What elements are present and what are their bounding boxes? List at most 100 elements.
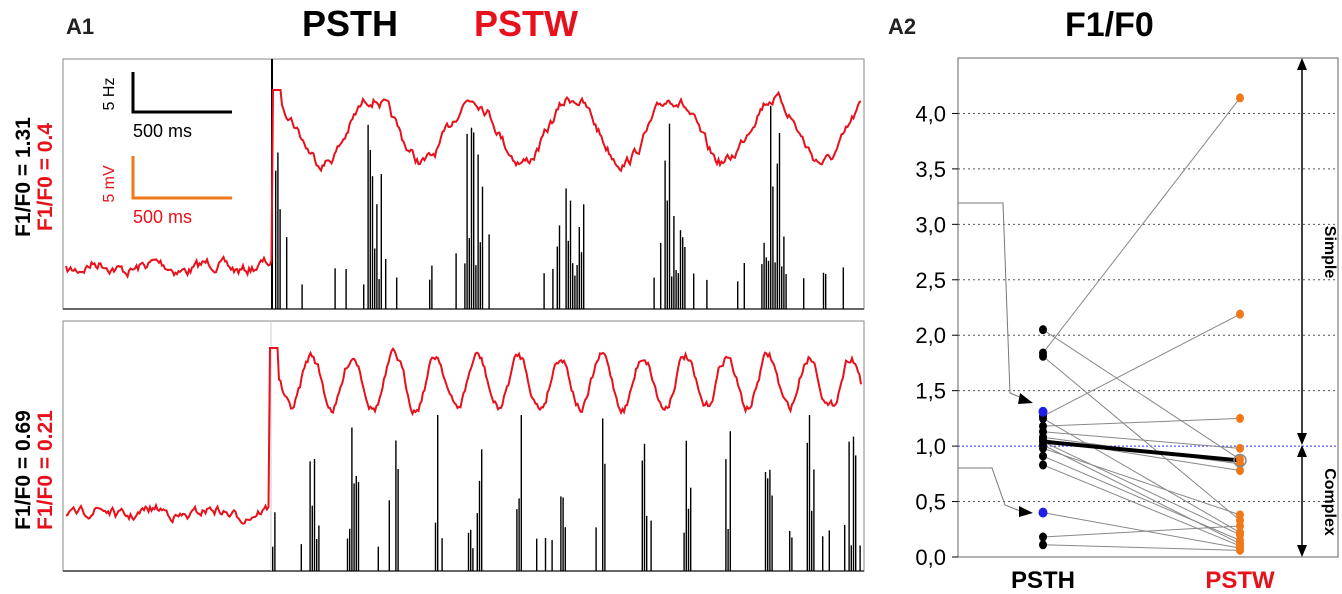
pair-line <box>1042 417 1241 534</box>
highlighted-point <box>1038 507 1048 518</box>
bottom-pstw-trace <box>65 346 862 525</box>
psth-bin <box>564 527 566 571</box>
top-psth-histogram <box>275 105 844 309</box>
psth-point <box>1039 325 1047 335</box>
psth-bin <box>772 186 774 309</box>
psth-bin <box>473 132 475 309</box>
pair-line <box>1042 455 1241 541</box>
psth-bin <box>313 459 316 571</box>
psth-point <box>1039 451 1047 461</box>
a2-points <box>1038 93 1247 555</box>
psth-bin <box>778 133 781 309</box>
psth-bin <box>481 186 484 309</box>
psth-bin <box>467 532 470 571</box>
pstw-point <box>1236 510 1244 520</box>
psth-point <box>1039 460 1047 470</box>
psth-bin <box>653 277 655 309</box>
psth-time-label: 500 ms <box>133 121 192 141</box>
psth-bin <box>437 415 439 571</box>
psth-bin <box>345 269 347 309</box>
psth-bin <box>842 267 844 309</box>
psth-bin <box>808 415 811 571</box>
psth-bin <box>464 263 466 309</box>
pstw-point <box>1236 309 1244 319</box>
psth-bin <box>318 525 320 571</box>
psth-bin <box>544 538 547 571</box>
psth-bin <box>727 529 729 571</box>
psth-bin <box>279 209 281 309</box>
a2-title: F1/F0 <box>1065 6 1154 44</box>
psth-bin <box>850 545 852 571</box>
psth-bin <box>374 248 376 309</box>
psth-bin <box>479 242 481 309</box>
psth-bin <box>560 496 562 571</box>
psth-bin <box>455 253 457 309</box>
psth-bin <box>671 276 673 309</box>
psth-bin <box>785 274 787 309</box>
category-label: PSTH <box>1011 567 1075 594</box>
psth-bin <box>488 234 490 309</box>
psth-bin <box>781 266 783 309</box>
psth-point <box>1039 443 1047 453</box>
pstw-point <box>1236 413 1244 423</box>
psth-bin <box>604 463 606 571</box>
complex-range-arrow <box>1297 445 1307 557</box>
psth-bin <box>286 237 288 309</box>
psth-bin <box>848 441 850 571</box>
psth-bin <box>666 200 668 309</box>
psth-bin <box>664 160 666 309</box>
psth-bin <box>693 273 695 309</box>
pair-line <box>1042 447 1241 516</box>
psth-bin <box>351 427 353 571</box>
psth-bin <box>380 174 382 309</box>
psth-point <box>1039 532 1047 542</box>
top-psth-ratio: F1/F0 = 1.31 <box>12 117 35 237</box>
bottom-cell-frame <box>62 320 865 572</box>
psth-bin <box>825 273 827 309</box>
psth-bin <box>378 279 380 309</box>
psth-bin <box>396 277 398 309</box>
psth-bin <box>822 536 824 571</box>
y-tick-label: 3,0 <box>915 212 946 237</box>
a2-grid <box>958 112 1338 503</box>
y-tick-label: 2,0 <box>915 323 946 348</box>
psth-bin <box>767 260 770 309</box>
category-label: PSTW <box>1205 567 1275 594</box>
pair-line <box>1042 355 1241 521</box>
psth-bin <box>574 275 576 309</box>
psth-bin <box>516 509 518 571</box>
psth-bin <box>376 204 378 309</box>
y-tick-label: 4,0 <box>915 101 946 126</box>
psth-bin <box>783 236 785 309</box>
psth-bin <box>855 455 857 571</box>
psth-bin <box>660 242 662 309</box>
pair-line <box>1042 444 1241 545</box>
psth-point <box>1039 540 1047 550</box>
psth-bin <box>679 230 682 309</box>
pstw-time-label: 500 ms <box>133 207 192 227</box>
psth-bin <box>565 188 567 309</box>
mean-line <box>1042 439 1241 463</box>
psth-bin <box>357 482 360 571</box>
psth-bin <box>578 227 580 309</box>
complex-label: Complex <box>1321 468 1338 536</box>
pair-line <box>1042 313 1241 417</box>
psth-bin <box>789 530 791 571</box>
psth-bin <box>470 529 472 571</box>
psth-bin <box>767 478 769 571</box>
psth-bin <box>476 513 478 571</box>
pstw-scale-bar: 5 mV 500 ms <box>101 156 232 227</box>
psth-bin <box>646 515 648 571</box>
psth-bin <box>552 268 554 309</box>
psth-bin <box>690 487 692 571</box>
a2-x-axis: PSTH PSTW <box>1011 567 1275 594</box>
psth-bin <box>367 124 369 309</box>
psth-bin <box>334 268 336 309</box>
psth-bin <box>478 480 481 571</box>
y-tick-label: 0,0 <box>915 545 946 570</box>
psth-bin <box>477 154 479 309</box>
psth-bin <box>668 123 671 309</box>
psth-scale-bar: 5 Hz 500 ms <box>101 72 232 141</box>
pair-line <box>1042 525 1241 538</box>
psth-bin <box>481 449 483 571</box>
